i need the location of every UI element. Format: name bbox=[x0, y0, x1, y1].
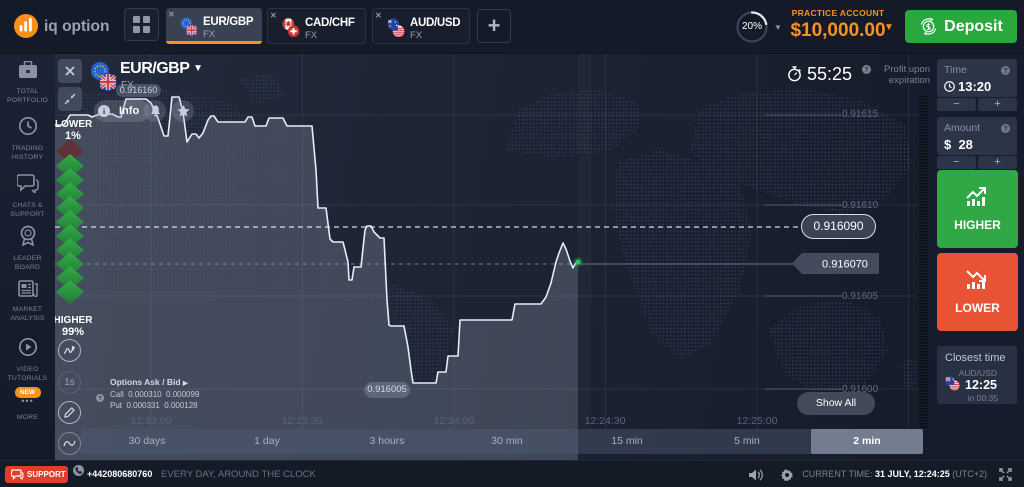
svg-text:i: i bbox=[103, 106, 106, 116]
svg-text:?: ? bbox=[865, 67, 869, 74]
svg-text:0.916070: 0.916070 bbox=[822, 259, 868, 271]
svg-text:?: ? bbox=[1003, 68, 1007, 75]
svg-text:?: ? bbox=[1003, 126, 1007, 133]
svg-text:?: ? bbox=[98, 396, 102, 402]
